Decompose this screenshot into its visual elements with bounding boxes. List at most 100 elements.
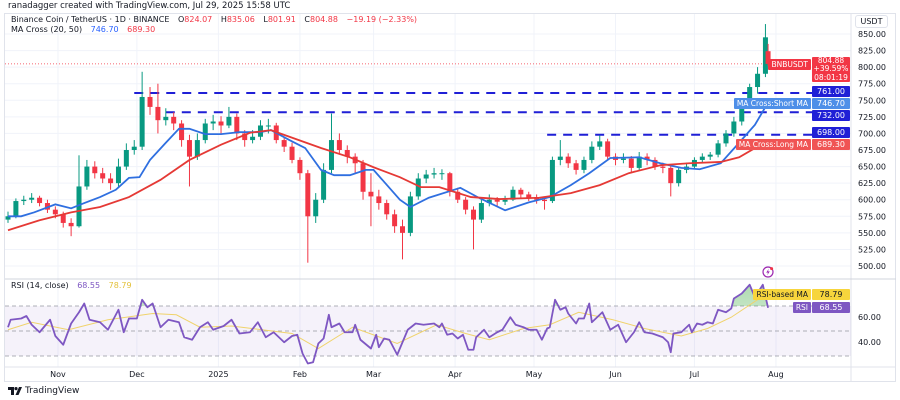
lightning-alert-icon[interactable]	[762, 266, 774, 278]
candle-body	[155, 106, 161, 121]
candle-body	[328, 140, 334, 170]
price-tick-label: 550.00	[858, 229, 886, 238]
candle-body	[321, 169, 327, 200]
candle-body	[60, 214, 66, 223]
candle-body	[668, 167, 674, 184]
candles	[5, 24, 771, 263]
rsi-ma-tag: RSI-based MA	[753, 289, 811, 300]
change-value: −19.19 (−2.33%)	[346, 15, 418, 24]
high-value: 835.06	[226, 15, 255, 24]
candle-body	[305, 173, 311, 217]
candle-body	[360, 163, 366, 192]
candle-body	[44, 203, 50, 210]
last-change: +39.59%	[813, 64, 849, 74]
ma-legend[interactable]: MA Cross (20, 50) 746.70 689.30	[11, 25, 155, 34]
rsi-ma-legend-value: 78.79	[108, 281, 132, 290]
ma-long-line	[7, 129, 769, 232]
candle-body	[765, 51, 771, 64]
price-tick-label: 700.00	[858, 129, 886, 138]
low-label: L	[263, 15, 268, 24]
open-value: 824.07	[184, 15, 213, 24]
candle-body	[384, 203, 390, 215]
rsi-pane	[5, 283, 851, 365]
candle-body	[84, 166, 90, 187]
time-tick-label: Jul	[689, 370, 700, 379]
symbol-legend[interactable]: Binance Coin / TetherUS · 1D · BINANCE O…	[11, 15, 417, 24]
open-label: O	[177, 15, 185, 24]
candle-body	[755, 73, 761, 88]
time-tick-label: Aug	[768, 370, 784, 379]
candle-body	[13, 201, 19, 217]
rsi-tick-40: 40.00	[858, 338, 881, 347]
candle-body	[510, 189, 516, 200]
candle-body	[368, 191, 374, 197]
candle-body	[68, 222, 74, 227]
candle-body	[281, 140, 287, 147]
candle-body	[439, 173, 445, 175]
candle-body	[739, 103, 745, 122]
candle-body	[431, 173, 437, 175]
candle-body	[557, 156, 563, 160]
candle-body	[605, 141, 611, 157]
candle-body	[186, 140, 192, 157]
candle-body	[37, 197, 43, 204]
candle-body	[549, 159, 555, 202]
candle-body	[171, 116, 177, 124]
high-label: H	[220, 15, 227, 24]
candle-body	[210, 121, 216, 124]
candle-body	[100, 173, 106, 179]
symbol-name: Binance Coin / TetherUS · 1D · BINANCE	[11, 15, 170, 24]
candle-body	[660, 166, 666, 168]
candle-body	[400, 226, 405, 233]
candle-body	[597, 141, 603, 147]
candle-body	[699, 156, 705, 160]
candle-body	[194, 140, 200, 157]
candle-body	[542, 199, 548, 202]
candle-body	[518, 189, 524, 195]
candle-body	[565, 156, 571, 164]
candle-body	[131, 146, 137, 151]
short-ma-value-box: 746.70	[812, 98, 850, 109]
rsi-value-box: 68.55	[812, 302, 850, 313]
candle-body	[644, 156, 650, 160]
tradingview-logo[interactable]: TradingView	[8, 386, 79, 396]
candle-body	[747, 87, 753, 104]
candle-body	[123, 150, 129, 167]
attribution-text: ranadagger created with TradingView.com,…	[8, 1, 291, 11]
time-tick-label: Feb	[293, 370, 307, 379]
candle-body	[336, 140, 342, 151]
candle-body	[226, 116, 232, 126]
rsi-legend[interactable]: RSI (14, close) 68.55 78.79	[11, 281, 132, 290]
candle-body	[715, 143, 721, 155]
rsi-legend-name: RSI (14, close)	[11, 281, 69, 290]
candle-body	[297, 159, 303, 174]
candle-body	[234, 116, 240, 134]
candle-body	[502, 199, 508, 202]
currency-button[interactable]: USDT	[855, 15, 888, 28]
candle-body	[265, 125, 271, 127]
candle-body	[478, 203, 484, 220]
candle-body	[447, 173, 453, 192]
ma-long-value: 689.30	[127, 25, 156, 34]
close-label: C	[304, 15, 310, 24]
long-ma-value-box: 689.30	[812, 139, 850, 150]
last-price: 804.88	[817, 56, 845, 65]
candle-body	[202, 123, 208, 141]
price-tick-label: 725.00	[858, 113, 886, 122]
rsi-tick-60: 60.00	[858, 313, 881, 322]
long-ma-tag: MA Cross:Long MA	[735, 139, 811, 150]
price-tick-label: 825.00	[858, 47, 886, 56]
candle-body	[636, 156, 642, 168]
candle-body	[620, 158, 626, 160]
ma-lines	[7, 102, 769, 232]
candle-body	[731, 121, 737, 134]
candle-body	[163, 116, 169, 121]
price-tick-label: 650.00	[858, 163, 886, 172]
time-tick-label: Mar	[366, 370, 382, 379]
candle-body	[494, 199, 500, 202]
price-tick-label: 850.00	[858, 30, 886, 39]
candle-body	[423, 174, 429, 179]
tradingview-logo-text: TradingView	[25, 386, 80, 396]
candle-body	[250, 136, 256, 141]
